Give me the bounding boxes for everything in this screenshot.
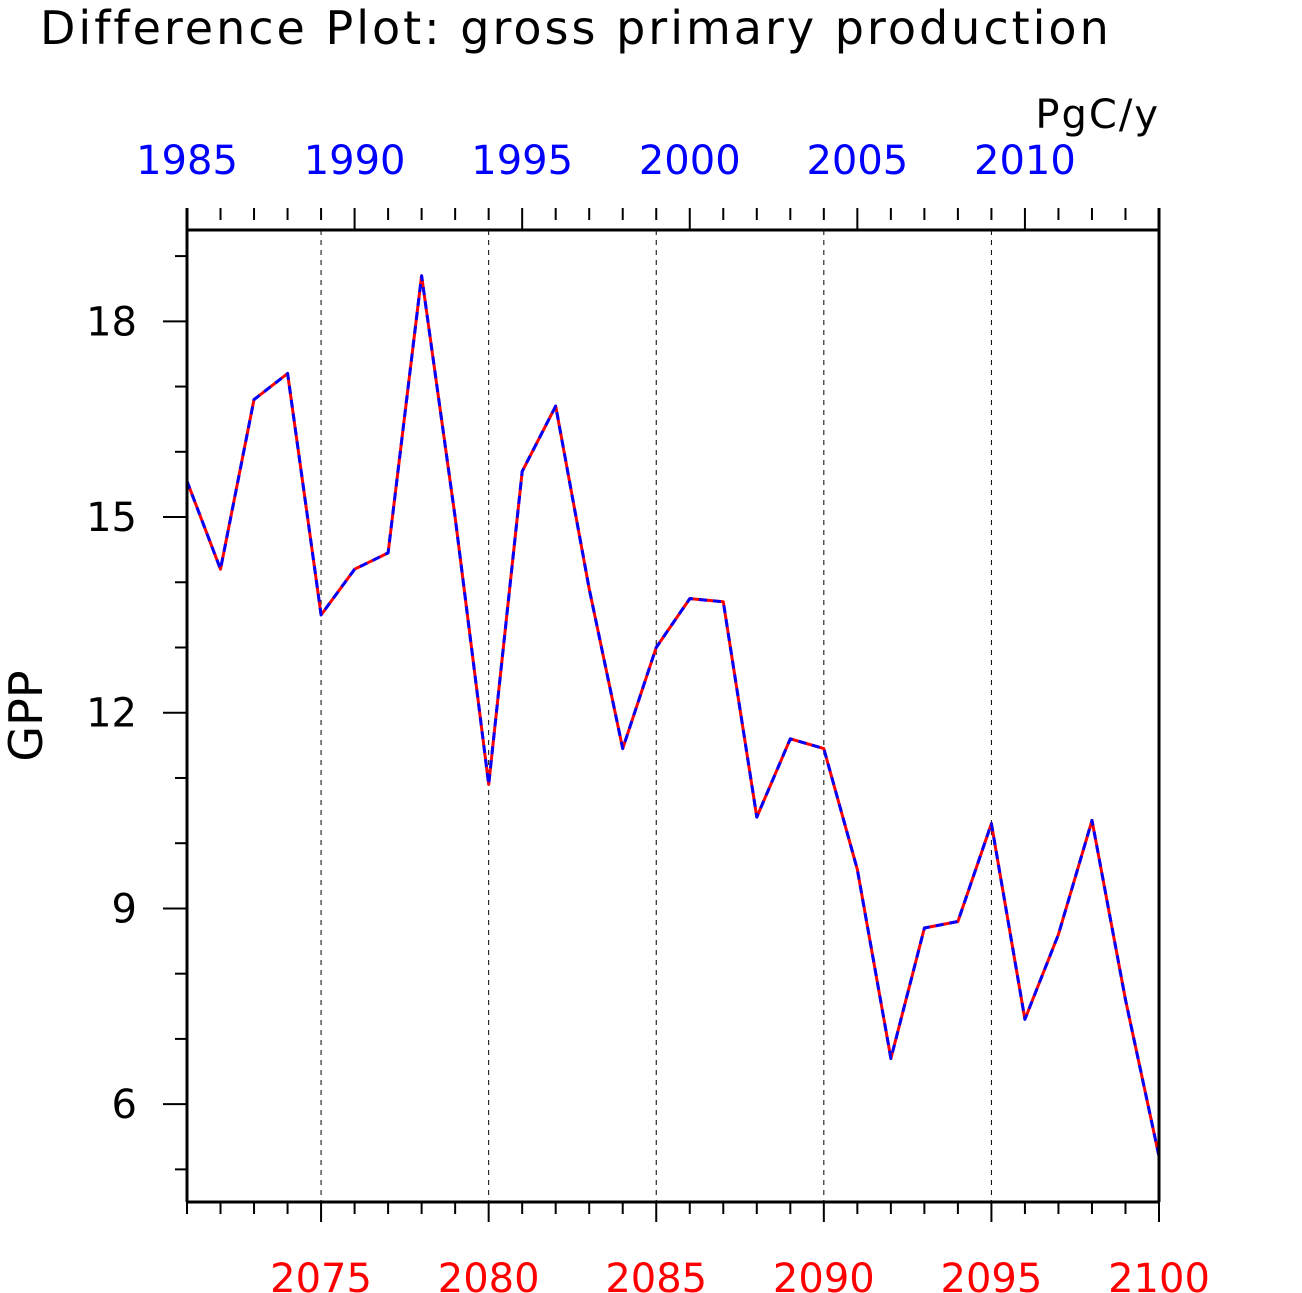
- chart-title: Difference Plot: gross primary productio…: [40, 1, 1112, 55]
- y-tick-label-9: 9: [112, 886, 137, 932]
- top-tick-label-1985: 1985: [136, 138, 238, 184]
- y-tick-label-18: 18: [86, 299, 137, 345]
- bottom-tick-label-2085: 2085: [605, 1256, 707, 1293]
- bottom-x-axis: 2075 2080 2085 2090 2095 2100: [186, 1202, 1210, 1293]
- top-x-axis: 1985 1990 1995 2000 2005 2010: [136, 138, 1161, 230]
- top-tick-label-2000: 2000: [639, 138, 741, 184]
- top-tick-label-1990: 1990: [304, 138, 406, 184]
- plot-area: [185, 274, 1161, 1157]
- y-tick-label-15: 15: [86, 495, 137, 541]
- y-axis-label: GPP: [0, 670, 53, 761]
- series-line-1: [185, 274, 1161, 1157]
- plot-frame: [185, 228, 1161, 1204]
- y-axis: 6 9 12 15 18: [86, 255, 187, 1171]
- bottom-tick-label-2090: 2090: [773, 1256, 875, 1293]
- bottom-tick-label-2075: 2075: [270, 1256, 372, 1293]
- top-tick-label-2010: 2010: [974, 138, 1076, 184]
- bottom-tick-label-2095: 2095: [941, 1256, 1043, 1293]
- y-tick-label-12: 12: [86, 691, 137, 737]
- chart-units: PgC/y: [1035, 92, 1160, 138]
- top-tick-label-2005: 2005: [806, 138, 908, 184]
- top-tick-label-1995: 1995: [471, 138, 573, 184]
- bottom-tick-label-2100: 2100: [1108, 1256, 1210, 1293]
- bottom-tick-label-2080: 2080: [438, 1256, 540, 1293]
- grid-lines: [320, 230, 992, 1202]
- series-line-0: [185, 274, 1161, 1157]
- y-tick-label-6: 6: [112, 1082, 137, 1128]
